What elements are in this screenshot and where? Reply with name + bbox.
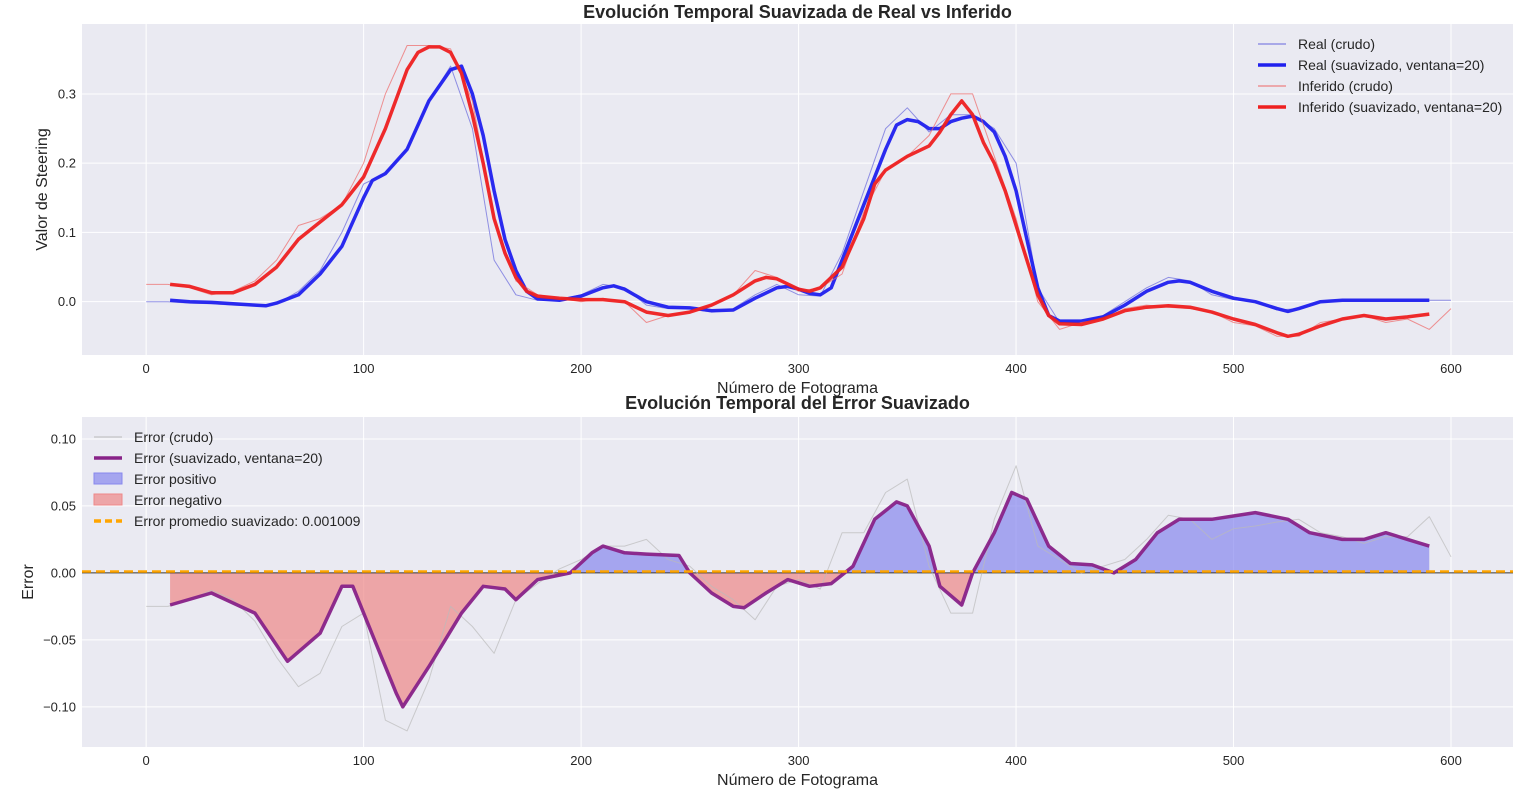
chart-steering: 0 100 200 300 400 500 600 0.0 0.1 0.2 0.3 Evolución… bbox=[34, 2, 1513, 397]
negative-error-fill bbox=[170, 572, 973, 707]
legend-label: Inferido (crudo) bbox=[1298, 78, 1393, 94]
y-tick-label: 0.10 bbox=[51, 431, 76, 446]
series-line-error-suavizado-ventana-20- bbox=[169, 490, 1430, 709]
x-tick-label: 300 bbox=[788, 361, 810, 376]
x-tick-label: 400 bbox=[1005, 753, 1027, 768]
x-tick-label: 200 bbox=[570, 361, 592, 376]
legend-swatch bbox=[93, 472, 123, 485]
y-tick-label: 0.05 bbox=[51, 498, 76, 513]
x-tick-label: 500 bbox=[1223, 361, 1245, 376]
legend-item: Inferido (suavizado, ventana=20) bbox=[1258, 99, 1502, 115]
legend-item: Real (suavizado, ventana=20) bbox=[1258, 57, 1484, 73]
y-axis-label: Error bbox=[20, 564, 37, 600]
legend-label: Inferido (suavizado, ventana=20) bbox=[1298, 99, 1502, 115]
chart-error: 0 100 200 300 400 500 600 −0.10 −0.05 0.00 0.05 0.1… bbox=[20, 393, 1513, 789]
plot-marks bbox=[146, 45, 1452, 339]
series-line-inferido-crudo- bbox=[146, 45, 1452, 337]
y-tick-label: −0.10 bbox=[43, 699, 76, 714]
legend-label: Error (crudo) bbox=[134, 429, 213, 445]
y-tick-label: 0.3 bbox=[58, 86, 76, 101]
x-tick-label: 0 bbox=[143, 753, 150, 768]
legend: Error (crudo) Error (suavizado, ventana=2… bbox=[93, 429, 361, 529]
chart-title: Evolución Temporal del Error Suavizado bbox=[625, 393, 970, 413]
legend-item: Inferido (crudo) bbox=[1258, 78, 1393, 94]
x-tick-label: 100 bbox=[353, 361, 375, 376]
x-tick-label: 400 bbox=[1005, 361, 1027, 376]
legend-item: Error promedio suavizado: 0.001009 bbox=[94, 513, 361, 529]
y-tick-label: −0.05 bbox=[43, 632, 76, 647]
x-tick-label: 200 bbox=[570, 753, 592, 768]
legend-item: Error positivo bbox=[93, 471, 217, 487]
x-tick-label: 600 bbox=[1440, 361, 1462, 376]
legend-label: Error promedio suavizado: 0.001009 bbox=[134, 513, 361, 529]
x-axis-label: Número de Fotograma bbox=[717, 772, 878, 789]
legend-label: Error positivo bbox=[134, 471, 217, 487]
series-line-inferido-suavizado-ventana-20- bbox=[169, 45, 1430, 339]
x-tick-label: 500 bbox=[1223, 753, 1245, 768]
x-tick-label: 600 bbox=[1440, 753, 1462, 768]
y-tick-label: 0.2 bbox=[58, 156, 76, 171]
x-tick-label: 0 bbox=[143, 361, 150, 376]
legend-label: Error (suavizado, ventana=20) bbox=[134, 450, 323, 466]
y-tick-label: 0.00 bbox=[51, 565, 76, 580]
series-line-real-suavizado-ventana-20- bbox=[169, 64, 1430, 323]
legend-swatch bbox=[93, 493, 123, 506]
legend-label: Real (crudo) bbox=[1298, 36, 1375, 52]
plot-marks bbox=[82, 465, 1513, 732]
x-tick-label: 100 bbox=[353, 753, 375, 768]
legend-item: Error (suavizado, ventana=20) bbox=[94, 450, 323, 466]
y-tick-label: 0.0 bbox=[58, 294, 76, 309]
y-tick-label: 0.1 bbox=[58, 225, 76, 240]
legend-item: Real (crudo) bbox=[1258, 36, 1375, 52]
x-tick-label: 300 bbox=[788, 753, 810, 768]
legend: Real (crudo) Real (suavizado, ventana=20)… bbox=[1258, 36, 1502, 115]
positive-error-fill bbox=[570, 492, 1430, 573]
x-axis-label: Número de Fotograma bbox=[717, 380, 878, 397]
legend-item: Error (crudo) bbox=[94, 429, 213, 445]
y-axis-label: Valor de Steering bbox=[34, 128, 51, 250]
plot-area bbox=[82, 24, 1513, 355]
chart-title: Evolución Temporal Suavizada de Real vs … bbox=[583, 2, 1012, 22]
legend-item: Error negativo bbox=[93, 492, 222, 508]
legend-label: Real (suavizado, ventana=20) bbox=[1298, 57, 1484, 73]
legend-label: Error negativo bbox=[134, 492, 222, 508]
